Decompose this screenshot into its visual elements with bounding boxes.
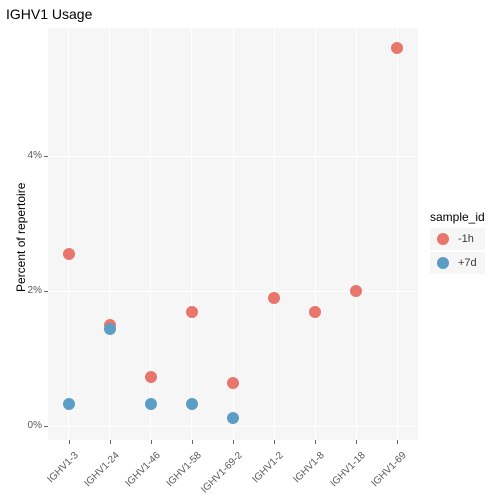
y-tick-label: 2% [12, 285, 42, 296]
data-point [63, 248, 75, 260]
gridline-v [315, 28, 316, 440]
gridline-v [356, 28, 357, 440]
legend-dot-icon [437, 257, 449, 269]
x-tick-mark [315, 440, 316, 444]
x-tick-label: IGHV1-2 [240, 450, 286, 496]
x-tick-label: IGHV1-58 [158, 450, 204, 496]
x-tick-mark [233, 440, 234, 444]
x-tick-mark [356, 440, 357, 444]
plot-area [48, 28, 418, 440]
x-tick-label: IGHV1-69-2 [199, 450, 245, 496]
data-point [391, 42, 403, 54]
legend-swatch [434, 230, 452, 248]
data-point [186, 306, 198, 318]
x-tick-label: IGHV1-18 [322, 450, 368, 496]
x-tick-mark [274, 440, 275, 444]
legend: sample_id -1h +7d [430, 210, 485, 276]
data-point [268, 292, 280, 304]
data-point [350, 285, 362, 297]
x-tick-label: IGHV1-69 [363, 450, 409, 496]
gridline-v [274, 28, 275, 440]
x-tick-mark [69, 440, 70, 444]
gridline-v [397, 28, 398, 440]
legend-item: +7d [430, 252, 485, 274]
gridline-v [109, 28, 110, 440]
x-tick-label: IGHV1-8 [281, 450, 327, 496]
data-point [309, 306, 321, 318]
chart-title: IGHV1 Usage [6, 6, 92, 22]
x-tick-mark [110, 440, 111, 444]
y-tick-label: 0% [12, 420, 42, 431]
chart-container: IGHV1 Usage Percent of repertoire sample… [0, 0, 504, 504]
x-tick-mark [151, 440, 152, 444]
y-tick-mark [44, 291, 48, 292]
x-tick-label: IGHV1-3 [34, 450, 80, 496]
legend-title: sample_id [430, 210, 485, 224]
data-point [227, 412, 239, 424]
legend-label: +7d [458, 257, 477, 269]
y-tick-label: 4% [12, 150, 42, 161]
x-tick-label: IGHV1-24 [75, 450, 121, 496]
gridline-v [191, 28, 192, 440]
data-point [145, 398, 157, 410]
data-point [145, 371, 157, 383]
x-tick-label: IGHV1-46 [117, 450, 163, 496]
gridline-v [68, 28, 69, 440]
legend-swatch [434, 254, 452, 272]
data-point [63, 398, 75, 410]
data-point [227, 377, 239, 389]
legend-dot-icon [437, 233, 449, 245]
y-axis-label: Percent of repertoire [14, 183, 28, 292]
data-point [104, 323, 116, 335]
y-tick-mark [44, 156, 48, 157]
legend-item: -1h [430, 228, 485, 250]
x-tick-mark [192, 440, 193, 444]
y-tick-mark [44, 426, 48, 427]
x-tick-mark [397, 440, 398, 444]
data-point [186, 398, 198, 410]
legend-label: -1h [458, 233, 474, 245]
